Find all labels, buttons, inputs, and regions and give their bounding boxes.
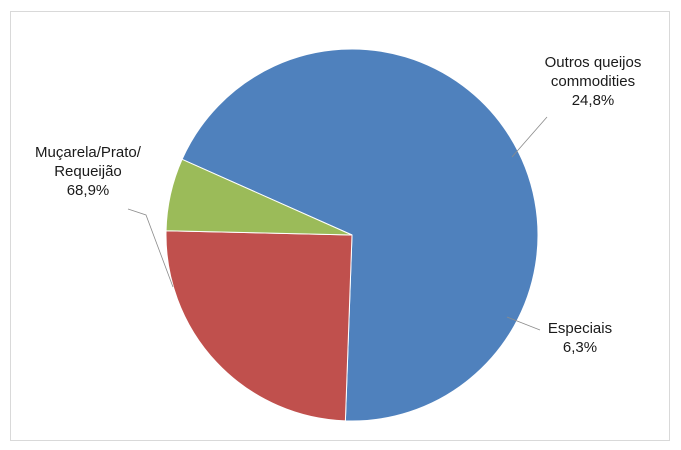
leader-line-mucarela	[127, 208, 174, 288]
category-label-mucarela: Requeijão	[54, 163, 122, 180]
slice-outros-queijos-commodities	[165, 230, 353, 422]
category-label-outros: commodities	[551, 73, 635, 90]
value-label-especiais: 6,3%	[563, 339, 597, 356]
data-label-mucarela: Muçarela/Prato/Requeijão 68,9%	[35, 144, 142, 199]
category-label-outros: Outros queijos	[545, 54, 642, 71]
data-label-outros: Outros queijos commodities 24,8%	[545, 54, 642, 109]
value-label-mucarela: 68,9%	[67, 182, 110, 199]
data-label-especiais: Especiais 6,3%	[548, 320, 612, 356]
slice-especiais	[165, 158, 353, 236]
leader-line-outros	[511, 116, 548, 158]
category-label-mucarela: Muçarela/Prato/	[35, 144, 142, 161]
slice-mucarela-prato-requeijao	[181, 48, 539, 422]
value-label-outros: 24,8%	[572, 92, 615, 109]
category-label-especiais: Especiais	[548, 320, 612, 337]
leader-line-especiais	[506, 316, 541, 331]
